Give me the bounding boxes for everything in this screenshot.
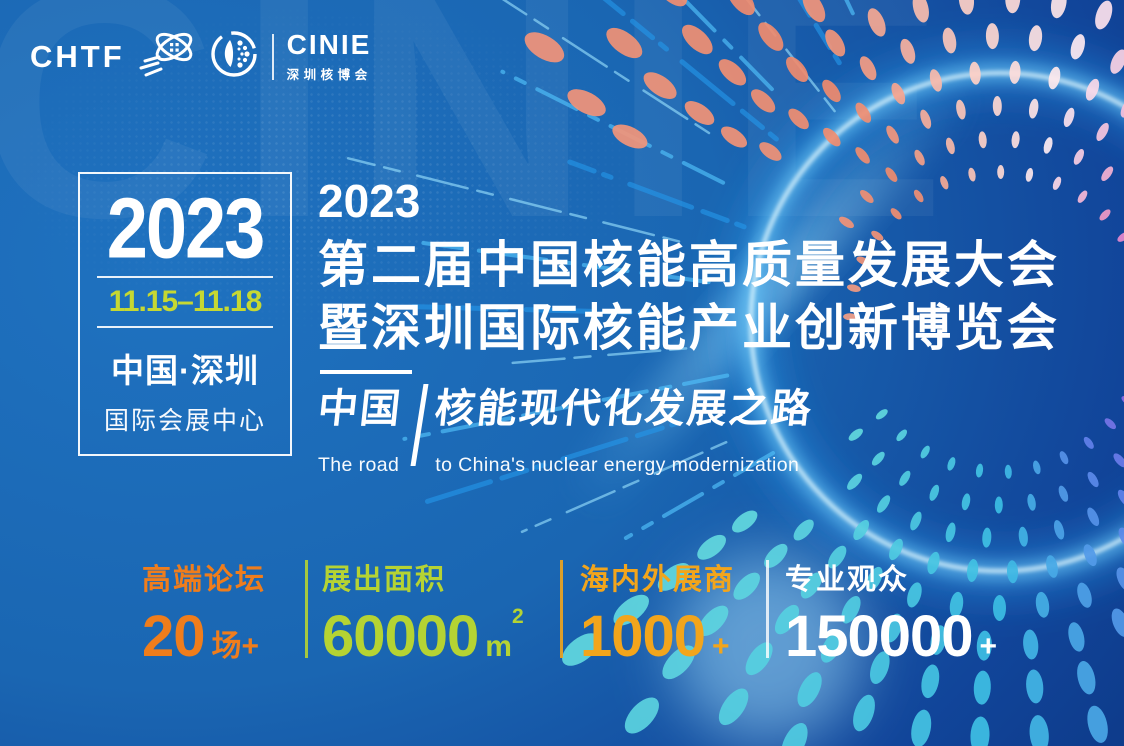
cinie-label: CINIE bbox=[286, 28, 372, 60]
title-block: 2023 第二届中国核能高质量发展大会 暨深圳国际核能产业创新博览会 中国 核能… bbox=[315, 175, 1060, 477]
stat-value: 20 场+ bbox=[142, 608, 266, 666]
stat-forums: 高端论坛 20 场+ bbox=[142, 556, 266, 666]
cinie-emblem-icon bbox=[209, 29, 259, 84]
stat-suffix: + bbox=[979, 630, 998, 663]
slogan-en-lead: The road bbox=[318, 454, 400, 476]
event-box-rule-bottom bbox=[97, 326, 273, 328]
stat-number: 1000 bbox=[580, 604, 706, 669]
event-box-rule-top bbox=[97, 276, 273, 278]
event-dates: 11.15–11.18 bbox=[108, 285, 263, 318]
cinie-sublabel: 深圳核博会 bbox=[286, 67, 372, 82]
stat-divider bbox=[766, 560, 769, 658]
stat-label: 展出面积 bbox=[322, 564, 447, 596]
stat-label: 专业观众 bbox=[785, 564, 910, 596]
stat-suffix: + bbox=[712, 630, 730, 663]
title-line-2: 暨深圳国际核能产业创新博览会 bbox=[318, 300, 1060, 356]
stat-superscript: 2 bbox=[511, 605, 524, 628]
stat-number: 150000 bbox=[785, 604, 974, 669]
stat-area: 展出面积 60000 m 2 bbox=[322, 556, 524, 666]
slogan-cn: 中国 核能现代化发展之路 bbox=[315, 384, 1060, 466]
stat-suffix: 场+ bbox=[211, 630, 260, 663]
event-venue: 国际会展中心 bbox=[103, 407, 266, 435]
stat-divider bbox=[560, 560, 563, 658]
chtf-atom-icon bbox=[138, 28, 196, 85]
chtf-label: CHTF bbox=[30, 38, 125, 74]
stat-value: 60000 m 2 bbox=[322, 604, 524, 669]
stat-suffix: m bbox=[485, 630, 512, 663]
stat-divider bbox=[305, 560, 308, 658]
stat-number: 60000 bbox=[322, 604, 479, 669]
slogan-en: The road to China's nuclear energy moder… bbox=[318, 454, 1060, 477]
title-line-1: 第二届中国核能高质量发展大会 bbox=[318, 237, 1060, 293]
stat-value: 1000 + bbox=[580, 608, 735, 666]
slogan-cn-lead: 中国 bbox=[315, 387, 405, 431]
slogan-cn-rest: 核能现代化发展之路 bbox=[432, 387, 816, 431]
stat-number: 20 bbox=[142, 604, 206, 669]
stat-label: 高端论坛 bbox=[142, 564, 267, 596]
event-city: 中国·深圳 bbox=[111, 352, 259, 389]
cinie-wordmark: CINIE 深圳核博会 bbox=[286, 28, 372, 83]
stat-value: 150000 + bbox=[785, 608, 997, 666]
stat-exhibitors: 海内外展商 1000 + bbox=[580, 556, 735, 666]
slogan-en-rest: to China's nuclear energy modernization bbox=[435, 454, 800, 476]
stat-label: 海内外展商 bbox=[580, 564, 736, 596]
event-date-box: 2023 11.15–11.18 中国·深圳 国际会展中心 bbox=[78, 172, 292, 456]
brand-divider bbox=[271, 33, 274, 80]
title-year: 2023 bbox=[318, 175, 421, 227]
stat-visitors: 专业观众 150000 + bbox=[785, 556, 997, 666]
event-year: 2023 bbox=[106, 180, 266, 276]
brand-bar: CHTF bbox=[30, 28, 372, 85]
title-dash bbox=[320, 370, 412, 374]
